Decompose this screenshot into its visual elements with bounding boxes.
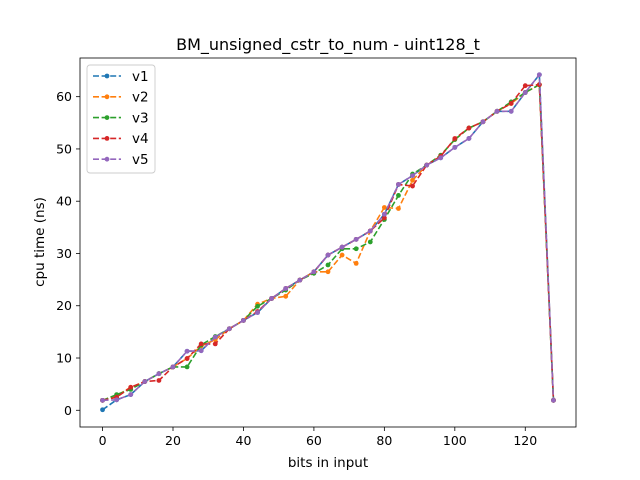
data-point-v5 [396,182,401,187]
data-point-v4 [128,384,134,390]
y-tick-label: 40 [56,194,72,209]
legend-label: v5 [132,152,149,168]
data-point-v5 [480,119,486,125]
data-point-v5 [212,334,218,340]
data-point-v5 [114,397,120,403]
data-point-v3 [184,364,190,370]
plot-frame [79,57,577,428]
data-point-v2 [283,293,289,299]
legend-label: v2 [132,90,149,106]
y-tick-label: 60 [56,89,72,104]
data-point-v5 [184,348,190,354]
data-point-v4 [522,83,528,89]
x-axis: 0 20 40 60 80 100 120 [99,427,537,448]
data-point-v4 [156,378,162,383]
data-point-v5 [339,244,345,250]
y-tick-label: 30 [56,246,72,261]
data-point-v5 [269,296,275,301]
legend-entry-v1: v1 [93,69,149,85]
data-point-v5 [156,371,162,377]
data-point-v3 [255,303,260,309]
data-point-v5 [142,379,148,384]
data-point-v4 [508,101,514,106]
x-tick-label: 60 [306,433,322,448]
x-tick-label: 100 [443,433,467,448]
x-tick-label: 0 [99,433,107,448]
data-point-v3 [325,262,331,268]
y-tick-label: 0 [64,403,72,418]
data-point-v5 [536,72,542,78]
x-tick-label: 40 [236,433,252,448]
legend-entry-v4: v4 [93,131,149,147]
data-point-v5 [226,326,232,332]
legend-marker [104,94,110,100]
legend-marker [104,136,110,141]
data-point-v3 [396,193,401,198]
chart-title: BM_unsigned_cstr_to_num - uint128_t [176,35,480,55]
data-point-v5 [381,211,387,217]
data-point-v5 [508,108,514,114]
data-point-v5 [198,348,204,354]
data-point-v5 [283,286,289,291]
data-point-v4 [198,341,204,347]
data-point-v5 [551,397,556,403]
data-point-v4 [452,136,458,141]
data-point-v2 [325,269,331,275]
data-point-v5 [100,397,105,403]
data-point-v5 [410,173,415,178]
data-point-v5 [353,236,359,242]
data-point-v5 [170,364,176,370]
y-tick-label: 50 [56,141,72,156]
data-point-v4 [212,341,218,347]
data-point-v5 [452,144,458,150]
y-tick-label: 20 [56,298,72,313]
legend-label: v4 [132,131,149,147]
y-tick-label: 10 [56,351,72,366]
y-axis-label: cpu time (ns) [32,197,48,287]
data-point-v2 [410,177,415,183]
x-tick-label: 20 [165,433,181,448]
data-point-v5 [255,310,260,315]
data-point-v3 [367,239,373,245]
legend: v1 v2 v3 v4 v5 [86,64,156,174]
x-axis-label: bits in input [288,455,368,471]
legend-entry-v3: v3 [93,110,149,126]
series-v5 [100,72,556,403]
data-point-v2 [381,205,387,210]
plot-area [100,72,556,413]
legend-entry-v2: v2 [93,90,149,106]
x-tick-label: 80 [376,433,392,448]
data-point-v2 [396,206,401,211]
y-axis: 0 10 20 30 40 50 60 [56,89,80,418]
data-point-v2 [353,261,359,266]
data-point-v2 [339,252,345,258]
data-point-v5 [325,252,331,258]
legend-label: v1 [132,69,149,85]
data-point-v5 [128,392,134,397]
data-point-v5 [367,228,373,234]
data-point-v4 [184,356,190,361]
data-point-v1 [100,407,105,413]
data-point-v5 [424,162,430,168]
data-point-v5 [494,108,500,114]
data-point-v4 [466,125,472,131]
data-point-v4 [410,183,415,189]
legend-marker [104,115,110,120]
data-point-v5 [241,317,246,323]
x-tick-label: 120 [513,433,537,448]
legend-box [86,64,156,174]
data-point-v5 [311,269,317,275]
data-point-v5 [438,155,444,161]
data-point-v4 [381,215,387,221]
data-point-v5 [297,277,303,283]
data-point-v5 [466,136,472,141]
legend-marker [104,156,110,162]
data-point-v3 [353,246,359,252]
legend-label: v3 [132,110,149,126]
data-point-v5 [522,90,528,95]
legend-marker [104,73,110,79]
legend-entry-v5: v5 [93,152,149,168]
